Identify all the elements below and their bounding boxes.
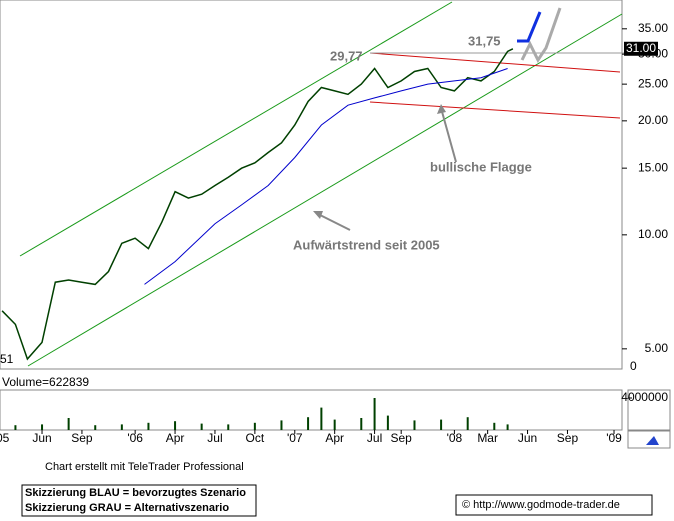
x-tick-label: '06 — [127, 431, 143, 445]
tool-icon[interactable] — [646, 436, 659, 445]
x-tick-label: Apr — [325, 431, 344, 445]
x-tick-label: Sep — [391, 431, 413, 445]
volume-bar — [14, 425, 17, 430]
flag-line-lower — [369, 101, 621, 119]
trend-line-lower — [27, 13, 623, 367]
x-tick-label: '08 — [447, 431, 463, 445]
volume-panel — [0, 389, 623, 431]
price-panel — [0, 0, 623, 370]
volume-bar — [41, 424, 44, 430]
x-tick-label: Oct — [246, 431, 265, 445]
volume-bar — [147, 422, 150, 430]
annotation: 29,77 — [330, 48, 363, 63]
volume-bar — [227, 424, 230, 430]
volume-bar — [307, 417, 310, 430]
x-tick-label: Apr — [166, 431, 185, 445]
y-tick-label: 10.00 — [638, 227, 668, 241]
volume-bar — [94, 425, 97, 430]
x-tick-label: Sep — [71, 431, 93, 445]
bottom-label: 0 — [630, 359, 637, 373]
y-tick-label: 20.00 — [638, 113, 668, 127]
x-tick-label: Sep — [557, 431, 579, 445]
volume-bar — [200, 423, 203, 430]
flag-line-upper — [369, 52, 621, 73]
y-tick-label: 25.00 — [638, 76, 668, 90]
y-tick-label: 5.00 — [645, 341, 669, 355]
low-label: 4.51 — [0, 352, 14, 366]
arrow-head — [313, 211, 323, 219]
volume-label: Volume=622839 — [2, 375, 89, 389]
gray-scenario — [520, 7, 562, 63]
x-tick-label: Jul — [207, 431, 222, 445]
volume-bar — [493, 422, 496, 430]
volume-bar — [320, 407, 323, 430]
volume-bar — [440, 419, 443, 430]
copyright-box — [455, 494, 653, 516]
volume-bar — [280, 420, 283, 430]
volume-bar — [466, 417, 469, 430]
volume-bar — [253, 422, 256, 430]
x-tick-label: Jun — [32, 431, 51, 445]
volume-bar — [67, 418, 70, 430]
legend-blue: Skizzierung BLAU = bevorzugtes Szenario — [25, 487, 246, 499]
legend-box — [21, 484, 257, 517]
legend-gray: Skizzierung GRAU = Alternativszenario — [25, 502, 229, 514]
volume-bar — [174, 421, 177, 430]
arrow-head — [437, 104, 446, 114]
price-line — [144, 68, 508, 285]
volume-tick-label: 4000000 — [621, 390, 668, 404]
last-price-box — [624, 41, 658, 56]
x-tick-label: Mar — [477, 431, 498, 445]
volume-bar — [506, 424, 509, 430]
blue-scenario — [517, 11, 542, 43]
annotation: Aufwärtstrend seit 2005 — [293, 237, 440, 252]
copyright[interactable]: © http://www.godmode-trader.de — [462, 499, 620, 511]
volume-bar — [413, 420, 416, 430]
x-tick-label: '07 — [287, 431, 303, 445]
volume-bar — [120, 424, 123, 430]
x-tick-label: Jul — [367, 431, 382, 445]
credit: Chart erstellt mit TeleTrader Profession… — [45, 461, 244, 473]
x-tick-label: Jun — [518, 431, 537, 445]
volume-bar — [360, 418, 363, 430]
trend-line-upper — [19, 1, 453, 257]
volume-axis-panel — [627, 389, 671, 431]
annotation: bullische Flagge — [430, 159, 532, 174]
arrow — [317, 213, 351, 231]
arrow — [440, 107, 457, 163]
tool-box[interactable] — [627, 430, 671, 449]
y-tick-label: 35.00 — [638, 21, 668, 35]
annotation: 31,75 — [468, 33, 501, 48]
last-price-label: 31.00 — [626, 41, 656, 55]
x-tick-label: '09 — [606, 431, 622, 445]
volume-bar — [333, 419, 336, 430]
volume-bar — [386, 415, 389, 430]
price-line — [1, 48, 514, 361]
volume-bar — [373, 398, 376, 430]
x-tick-label: 05 — [0, 431, 10, 445]
y-tick-label: 15.00 — [638, 160, 668, 174]
